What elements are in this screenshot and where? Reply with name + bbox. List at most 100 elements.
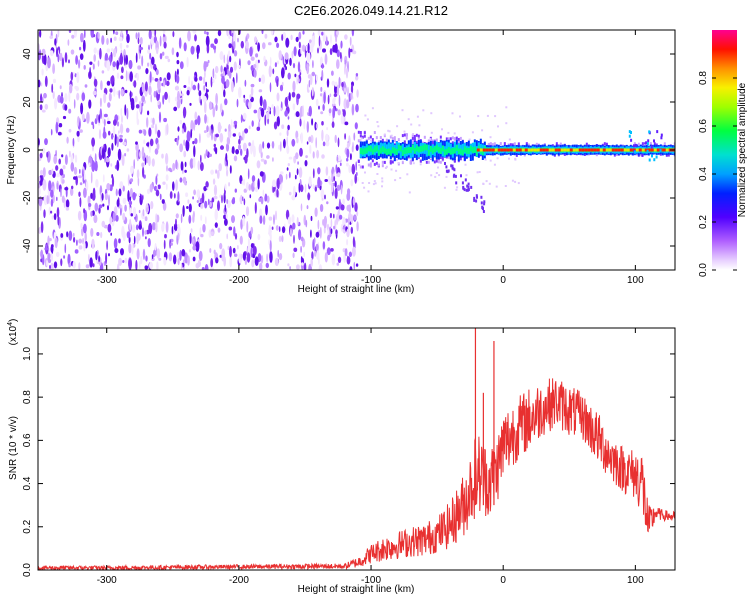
heat-cell: [56, 196, 58, 201]
heat-cell: [135, 224, 139, 231]
heat-cell: [246, 221, 249, 233]
heat-cell: [638, 148, 642, 152]
heat-cell: [165, 221, 169, 233]
heat-cell: [89, 66, 91, 79]
heat-cell: [397, 144, 400, 151]
heat-cell: [256, 126, 261, 131]
heat-cell: [286, 129, 289, 137]
heat-cell: [155, 175, 158, 185]
heat-cell: [302, 44, 306, 52]
heat-cell: [346, 99, 350, 109]
heat-cell: [149, 183, 153, 193]
heat-cell: [411, 146, 414, 158]
heat-cell: [259, 262, 263, 270]
heat-cell: [175, 213, 179, 219]
heat-cell: [245, 181, 250, 191]
heat-cell: [630, 131, 632, 134]
heat-cell: [342, 229, 346, 234]
heat-cell: [156, 261, 159, 270]
heat-cell: [281, 124, 285, 129]
heat-cell: [116, 136, 119, 148]
heat-cell: [236, 72, 238, 84]
heat-cell: [355, 75, 359, 81]
heat-cell: [395, 141, 398, 153]
heat-cell: [79, 46, 82, 51]
heat-cell: [347, 217, 350, 225]
heat-cell: [159, 35, 162, 47]
heat-cell: [444, 162, 446, 165]
heat-cell: [284, 52, 289, 60]
heat-cell: [628, 130, 631, 134]
heat-cell: [310, 229, 312, 238]
heat-cell: [128, 200, 133, 206]
heat-cell: [370, 139, 372, 142]
heat-cell: [74, 73, 77, 78]
heat-cell: [304, 183, 307, 193]
heat-cell: [184, 182, 188, 186]
heat-cell: [356, 89, 359, 98]
heat-cell: [423, 135, 426, 139]
heat-cell: [269, 110, 272, 115]
heat-cell: [238, 138, 241, 145]
heat-cell: [196, 200, 199, 203]
heat-cell: [84, 231, 87, 243]
heat-cell: [203, 60, 207, 72]
heat-cell: [172, 162, 176, 171]
heat-cell: [168, 167, 172, 172]
heat-cell: [287, 116, 290, 120]
heat-cell: [276, 42, 280, 48]
heat-cell: [162, 51, 165, 56]
heat-cell: [173, 106, 178, 112]
heat-cell: [73, 176, 77, 180]
heat-cell: [149, 52, 152, 60]
heat-cell: [635, 148, 639, 152]
heat-cell: [233, 50, 238, 57]
heat-cell: [572, 148, 576, 152]
heat-cell: [185, 192, 189, 197]
heat-cell: [189, 158, 194, 169]
heat-cell: [243, 198, 246, 206]
heat-cell: [371, 159, 374, 163]
heat-cell: [287, 216, 292, 225]
heat-cell: [409, 159, 412, 163]
heat-cell: [274, 36, 278, 43]
heat-cell: [107, 120, 111, 125]
heat-cell: [297, 161, 299, 165]
heat-cell: [106, 240, 108, 251]
heat-cell: [265, 204, 268, 216]
heat-cell: [56, 207, 60, 218]
heat-cell: [430, 174, 433, 177]
heat-cell: [207, 59, 210, 64]
heat-cell: [477, 115, 480, 118]
heat-cell: [509, 143, 512, 147]
heat-cell: [214, 222, 218, 228]
heat-cell: [590, 148, 594, 152]
heat-cell: [119, 42, 123, 49]
heat-cell: [226, 199, 229, 204]
heat-cell: [283, 138, 286, 149]
heat-cell: [103, 126, 106, 138]
heat-cell: [466, 184, 469, 188]
heat-cell: [347, 255, 349, 264]
heat-cell: [369, 145, 372, 152]
heat-cell: [198, 76, 203, 81]
heat-cell: [55, 251, 60, 258]
heat-cell: [41, 48, 46, 57]
heat-cell: [232, 124, 235, 128]
heat-cell: [66, 136, 69, 144]
heat-cell: [317, 219, 320, 230]
heat-cell: [134, 74, 138, 78]
heat-cell: [455, 188, 458, 191]
heat-cell: [286, 145, 290, 155]
heat-cell: [40, 249, 44, 259]
heat-cell: [234, 253, 238, 257]
heat-cell: [102, 203, 105, 207]
heat-cell: [348, 251, 352, 258]
heat-cell: [371, 107, 374, 110]
heat-cell: [513, 142, 516, 146]
heat-cell: [383, 133, 386, 136]
heat-cell: [127, 190, 130, 202]
heat-cell: [451, 148, 454, 154]
heat-cell: [225, 213, 228, 219]
heat-cell: [324, 251, 328, 263]
